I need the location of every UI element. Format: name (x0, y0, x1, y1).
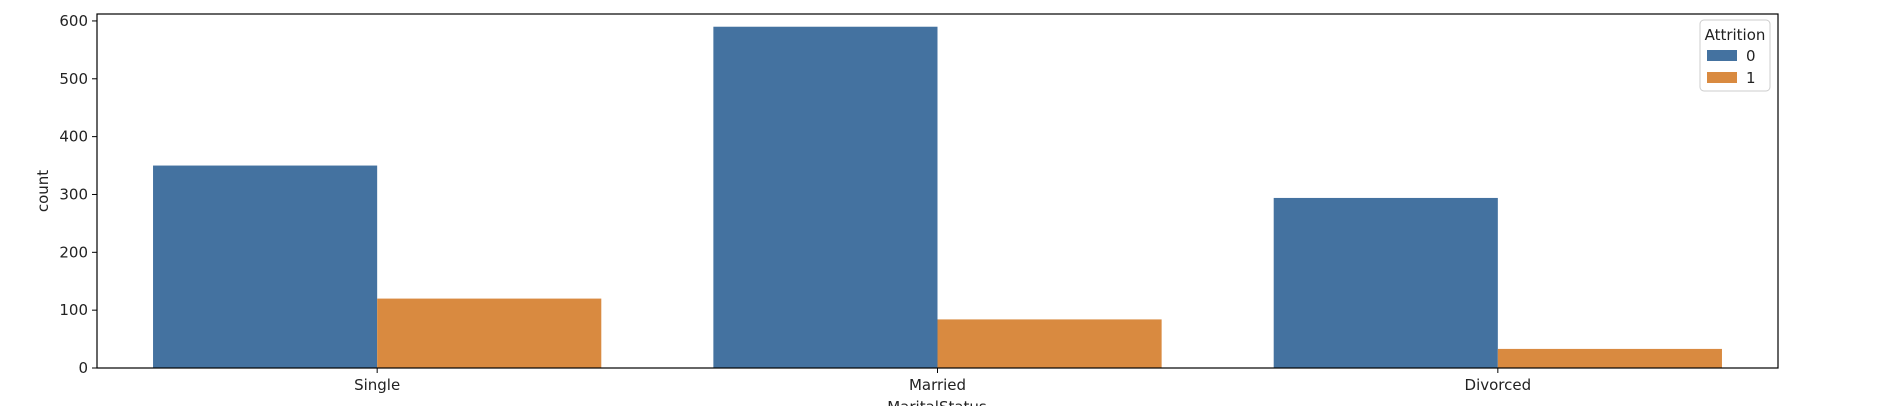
y-tick-label: 100 (59, 301, 88, 319)
bar-married-series-1 (937, 319, 1162, 368)
y-axis-label: count (34, 170, 52, 212)
y-tick-label: 600 (59, 12, 88, 30)
x-tick-label-divorced: Divorced (1465, 376, 1532, 394)
x-axis-label: MaritalStatus (887, 398, 987, 406)
legend-label-series-1: 1 (1746, 69, 1756, 87)
bar-divorced-series-0 (1273, 197, 1498, 368)
y-tick-label: 400 (59, 128, 88, 146)
x-tick-label-married: Married (909, 376, 966, 394)
legend-swatch-series-0 (1707, 50, 1737, 61)
y-axis: 0 100 200 300 400 500 600 (59, 12, 97, 377)
legend: Attrition 0 1 (1699, 19, 1771, 92)
y-tick-label: 0 (78, 359, 88, 377)
bar-single-series-1 (377, 298, 602, 368)
y-tick-label: 500 (59, 70, 88, 88)
bars-layer (153, 26, 1722, 368)
x-tick-label-single: Single (354, 376, 400, 394)
bar-divorced-series-1 (1497, 348, 1722, 368)
y-tick-label: 300 (59, 185, 88, 203)
legend-label-series-0: 0 (1746, 47, 1756, 65)
bar-single-series-0 (153, 165, 378, 368)
bar-married-series-0 (713, 26, 938, 368)
y-tick-label: 200 (59, 243, 88, 261)
legend-title: Attrition (1705, 26, 1766, 44)
legend-swatch-series-1 (1707, 72, 1737, 83)
x-axis: Single Married Divorced (354, 368, 1531, 394)
